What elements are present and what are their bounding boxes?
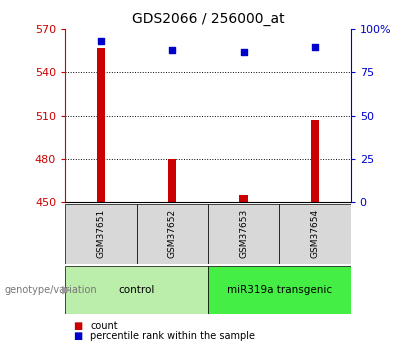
- Title: GDS2066 / 256000_at: GDS2066 / 256000_at: [131, 11, 284, 26]
- Text: ▶: ▶: [62, 285, 71, 295]
- Text: GSM37654: GSM37654: [310, 209, 320, 258]
- Text: GSM37651: GSM37651: [96, 209, 105, 258]
- Text: control: control: [118, 285, 155, 295]
- Bar: [279, 204, 351, 264]
- Point: [169, 47, 176, 53]
- Text: GSM37653: GSM37653: [239, 209, 248, 258]
- Bar: [97, 48, 105, 202]
- Text: percentile rank within the sample: percentile rank within the sample: [90, 332, 255, 341]
- Point: [97, 39, 104, 44]
- Bar: [65, 204, 136, 264]
- Text: ■: ■: [74, 332, 83, 341]
- Bar: [239, 195, 248, 202]
- Bar: [208, 266, 351, 314]
- Text: miR319a transgenic: miR319a transgenic: [227, 285, 332, 295]
- Bar: [208, 204, 279, 264]
- Text: count: count: [90, 321, 118, 331]
- Point: [312, 44, 318, 49]
- Bar: [136, 204, 208, 264]
- Bar: [311, 120, 319, 202]
- Text: GSM37652: GSM37652: [168, 209, 177, 258]
- Text: genotype/variation: genotype/variation: [4, 285, 97, 295]
- Point: [240, 49, 247, 55]
- Bar: [65, 266, 208, 314]
- Bar: [168, 159, 176, 202]
- Text: ■: ■: [74, 321, 83, 331]
